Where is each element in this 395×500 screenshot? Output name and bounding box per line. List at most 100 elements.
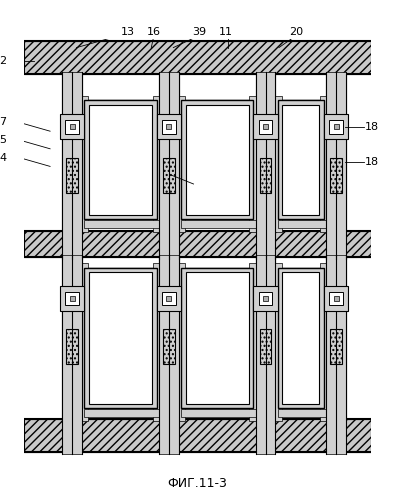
Bar (326, 74, 346, 231)
Bar (260, 329, 271, 364)
Bar (66, 158, 78, 193)
Bar (65, 156, 79, 194)
Bar (329, 156, 344, 194)
Text: 12: 12 (0, 56, 8, 66)
Text: 14: 14 (0, 152, 8, 162)
Text: 18: 18 (365, 157, 379, 167)
Bar (65, 120, 79, 134)
Bar (186, 272, 249, 404)
Bar (324, 286, 348, 310)
Bar (266, 294, 286, 302)
Bar (253, 119, 278, 134)
Bar (256, 74, 275, 231)
Bar (256, 257, 275, 419)
Bar (60, 286, 85, 310)
Bar (328, 114, 344, 139)
Bar (329, 120, 343, 134)
Bar (258, 328, 273, 366)
Bar (166, 124, 171, 130)
Bar (62, 257, 82, 419)
Text: 17: 17 (0, 118, 8, 128)
Bar (181, 268, 253, 408)
Bar (85, 100, 156, 219)
Bar (326, 256, 346, 454)
Bar (249, 96, 257, 232)
Bar (24, 40, 371, 74)
Bar (263, 124, 268, 130)
Bar (85, 268, 156, 408)
Bar (64, 114, 80, 139)
Bar (181, 100, 253, 219)
Bar (274, 96, 282, 232)
Bar (156, 290, 181, 306)
Bar (278, 268, 324, 408)
Bar (162, 292, 176, 305)
Bar (181, 100, 253, 219)
Bar (65, 328, 79, 366)
Bar (282, 272, 320, 404)
Bar (162, 156, 177, 194)
Bar (161, 114, 177, 139)
Bar (169, 123, 189, 131)
Bar (65, 292, 79, 305)
Bar (159, 74, 179, 231)
Bar (81, 263, 88, 420)
Bar (266, 123, 286, 131)
Bar (253, 286, 278, 310)
Bar (256, 72, 275, 259)
Bar (163, 158, 175, 193)
Bar (320, 96, 328, 232)
Bar (156, 119, 181, 134)
Bar (24, 230, 371, 257)
Bar (85, 409, 164, 417)
Bar (159, 256, 179, 454)
Bar (186, 105, 249, 215)
Bar (159, 257, 179, 419)
Bar (282, 105, 320, 215)
Bar (330, 329, 342, 364)
Bar (161, 286, 177, 310)
Bar (324, 290, 348, 306)
Bar (330, 158, 342, 193)
Text: 13: 13 (120, 27, 135, 37)
Bar (326, 72, 346, 259)
Bar (253, 290, 278, 306)
Bar (62, 256, 82, 454)
Bar (89, 105, 152, 215)
Bar (324, 114, 348, 139)
Text: 16: 16 (147, 27, 161, 37)
Bar (282, 272, 320, 404)
Bar (278, 409, 332, 417)
Text: ~39: ~39 (195, 179, 219, 189)
Bar (72, 294, 92, 302)
Bar (253, 114, 278, 139)
Bar (186, 272, 249, 404)
Bar (89, 105, 152, 215)
Bar (70, 124, 75, 130)
Bar (181, 409, 261, 417)
Bar (89, 272, 152, 404)
Bar (256, 256, 275, 454)
Bar (258, 286, 274, 310)
Bar (278, 100, 324, 219)
Bar (278, 100, 324, 219)
Bar (320, 263, 328, 420)
Bar (159, 72, 179, 259)
Bar (60, 290, 85, 306)
Bar (81, 96, 88, 232)
Bar (60, 119, 85, 134)
Text: ФИГ.11-3: ФИГ.11-3 (167, 477, 228, 490)
Bar (162, 120, 176, 134)
Text: 39: 39 (193, 27, 207, 37)
Bar (169, 294, 189, 302)
Bar (177, 263, 185, 420)
Bar (278, 268, 324, 408)
Text: 15: 15 (0, 135, 8, 145)
Bar (156, 114, 181, 139)
Bar (162, 328, 177, 366)
Bar (258, 156, 273, 194)
Bar (278, 220, 332, 228)
Bar (259, 120, 273, 134)
Bar (324, 119, 348, 134)
Bar (85, 268, 156, 408)
